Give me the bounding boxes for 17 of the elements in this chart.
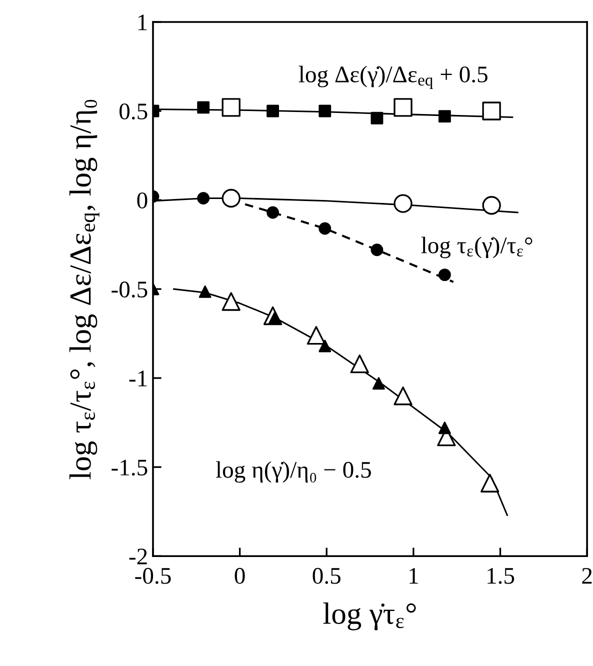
y-axis-title: log τ$_{ε}$/τ$_{ε}$°, log Δε/Δε$_{eq}$, log η/η₀ [69, 100, 100, 480]
y-tick-label: -1 [129, 370, 147, 386]
annotation: log τ$_{ε}$(γ̇)/τ$_{ε}$° [421, 236, 532, 258]
y-tick-label: 1 [138, 14, 147, 30]
x-tick-label: 1.5 [488, 568, 514, 584]
y-tick-label: 0 [137, 192, 148, 208]
x-axis-title: log γ̇τ$_{ε}$° [323, 602, 416, 630]
annotation: log η(γ̇)/η₀ − 0.5 [216, 461, 371, 483]
x-tick-label: 0.5 [312, 568, 340, 584]
y-tick-label: -1.5 [112, 460, 148, 476]
x-tick-label: 1 [410, 568, 418, 584]
x-tick-label: 0 [234, 568, 245, 584]
y-tick-label: -0.5 [112, 282, 148, 298]
y-tick-label: -2 [129, 548, 147, 564]
x-tick-label: 2 [582, 568, 592, 584]
annotation: log Δε(γ̇)/Δε$_{eq}$ + 0.5 [298, 66, 488, 89]
y-tick-label: 0.5 [120, 103, 148, 120]
